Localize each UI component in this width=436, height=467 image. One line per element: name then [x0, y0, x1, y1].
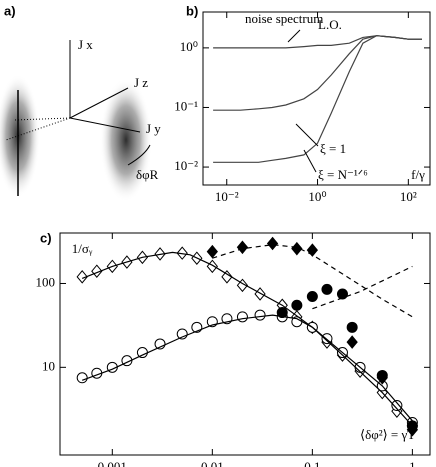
- point: [306, 243, 319, 257]
- point: [306, 290, 318, 302]
- axis-label: J y: [146, 121, 161, 136]
- fit-line: [212, 244, 413, 318]
- point: [321, 283, 333, 295]
- arrow: [295, 123, 319, 147]
- arc: [127, 144, 151, 166]
- axis: [5, 117, 71, 141]
- y-tick-label: 100: [36, 274, 56, 289]
- point: [291, 299, 303, 311]
- blob: [0, 74, 40, 198]
- x-tick-label: 10²: [400, 189, 417, 204]
- annotation: δφR: [136, 167, 159, 182]
- annotation: noise spectrum: [245, 11, 323, 26]
- fit-line: [81, 314, 413, 422]
- y-tick-label: 10: [42, 358, 55, 373]
- x-tick-label: 10⁰: [308, 189, 326, 204]
- point: [391, 400, 403, 412]
- blob: [100, 78, 152, 202]
- point: [206, 244, 218, 259]
- point: [206, 259, 218, 274]
- point: [346, 335, 358, 349]
- point: [346, 321, 358, 333]
- axis-label: J z: [134, 75, 148, 90]
- y-axis-label: 1/σᵧ: [72, 241, 93, 257]
- axis: [69, 87, 129, 119]
- annotation: ⟨δφ²⟩ = γT: [360, 427, 415, 442]
- annotation: L.O.: [318, 17, 342, 32]
- point: [254, 287, 266, 301]
- point: [136, 347, 148, 359]
- axis: [69, 117, 141, 133]
- point: [221, 270, 233, 284]
- y-tick-label: 10⁰: [180, 39, 198, 54]
- y-tick-label: 10⁻²: [174, 158, 198, 173]
- plot-frame: [59, 232, 431, 456]
- point: [266, 236, 279, 251]
- diagram: a) J x J z J y δφR: [0, 3, 161, 202]
- point: [76, 270, 88, 284]
- point: [236, 311, 248, 323]
- panel-label: a): [4, 3, 16, 18]
- point: [236, 240, 249, 255]
- annotation: ξ = 1: [320, 141, 346, 156]
- fit-line: [81, 251, 413, 427]
- x-tick-label: 0.1: [304, 459, 320, 467]
- point: [254, 309, 266, 321]
- annotation: ξ = N⁻¹ᐟ⁶: [318, 167, 368, 182]
- axis: [13, 117, 71, 121]
- point: [276, 307, 288, 319]
- x-tick-label: 0.001: [98, 459, 127, 467]
- panel-label: c): [40, 230, 52, 245]
- point: [76, 372, 88, 384]
- x-tick-label: 0.01: [201, 459, 224, 467]
- x-axis-label: f/γ: [411, 167, 425, 182]
- plot-frame: [202, 11, 431, 186]
- x-tick-label: 10⁻²: [215, 189, 239, 204]
- panel-label: b): [186, 3, 198, 18]
- arrow: [287, 29, 301, 43]
- arrow: [303, 149, 317, 173]
- y-tick-label: 10⁻¹: [174, 98, 198, 113]
- line: [213, 35, 422, 163]
- point: [376, 369, 388, 381]
- line: [213, 35, 422, 111]
- x-tick-label: 1: [409, 459, 416, 467]
- axis-label: J x: [78, 37, 93, 52]
- point: [336, 288, 348, 300]
- point: [91, 264, 103, 279]
